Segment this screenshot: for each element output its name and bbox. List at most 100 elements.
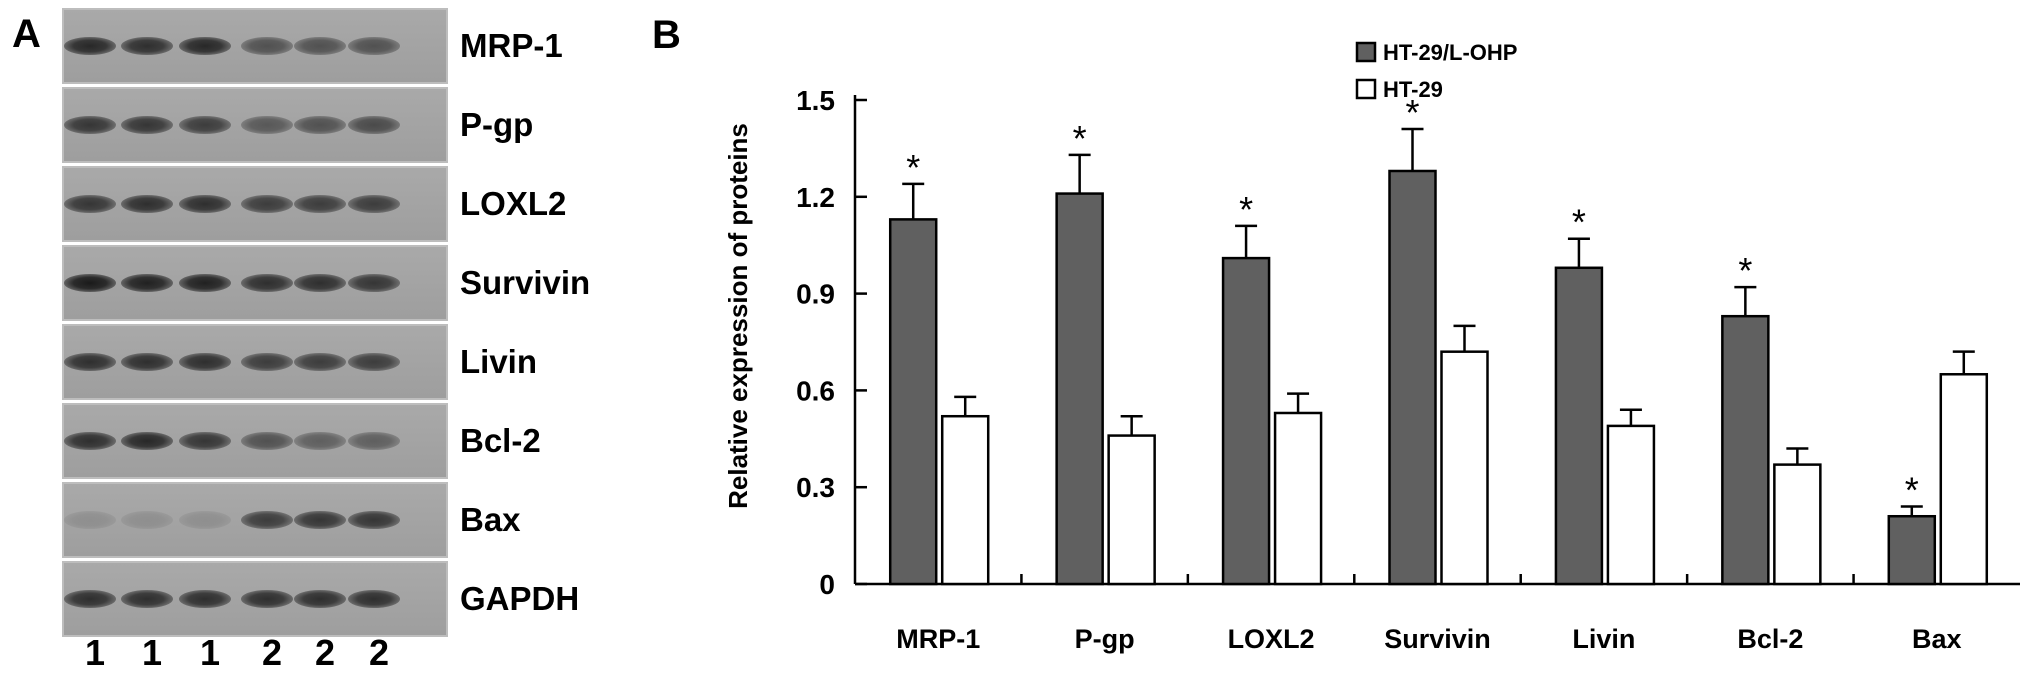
bar <box>1055 192 1104 586</box>
x-tick-label: Livin <box>1572 624 1635 654</box>
blot-band <box>121 274 173 292</box>
bar-chart: B Relative expression of proteins 0 0.3 0.… <box>652 13 2020 654</box>
blot-label: Livin <box>460 343 538 380</box>
x-tick-label: Bcl-2 <box>1737 624 1803 654</box>
blot-band <box>179 116 231 134</box>
blot-band <box>179 195 231 213</box>
bar <box>1939 373 1989 586</box>
lane-number: 1 <box>141 632 163 673</box>
blot-band <box>348 274 400 292</box>
x-tick-label: P-gp <box>1075 624 1135 654</box>
blot-strip <box>62 324 448 400</box>
blot-band <box>348 590 400 608</box>
significance-marker: * <box>1738 250 1752 291</box>
panel-b-letter: B <box>652 13 681 57</box>
blot-band <box>64 432 116 450</box>
legend-label: HT-29 <box>1383 77 1443 102</box>
blot-band <box>294 353 346 371</box>
blot-band <box>121 353 173 371</box>
blot-band <box>179 353 231 371</box>
bar <box>1440 350 1489 586</box>
blot-band <box>64 274 116 292</box>
y-axis-label: Relative expression of proteins <box>723 123 753 509</box>
bar <box>1221 256 1271 586</box>
y-tick-label: 1.5 <box>796 85 835 116</box>
blot-band <box>348 116 400 134</box>
bar <box>1721 314 1770 586</box>
bar <box>1107 434 1156 586</box>
significance-marker: * <box>1405 92 1419 133</box>
significance-marker: * <box>1905 470 1919 511</box>
blot-band <box>64 116 116 134</box>
blot-band <box>241 274 293 292</box>
blot-strip <box>62 87 448 163</box>
significance-marker: * <box>1572 202 1586 243</box>
blot-band <box>241 116 293 134</box>
blot-band <box>294 274 346 292</box>
blot-band <box>121 37 173 55</box>
legend-swatch <box>1355 41 1377 63</box>
blot-label: LOXL2 <box>460 185 567 222</box>
blot-band <box>348 195 400 213</box>
blot-band <box>179 37 231 55</box>
blot-strip <box>62 245 448 321</box>
western-blot-panel: MRP-1 P-gp LOXL2 Survivin Livin Bcl-2 Bax GAPDH… <box>0 0 640 686</box>
blot-band <box>179 511 231 529</box>
y-tick-label: 0.6 <box>796 375 835 406</box>
lane-number: 2 <box>314 632 336 673</box>
x-tick-label: LOXL2 <box>1228 624 1315 654</box>
panel-a-letter: A <box>12 12 41 56</box>
legend-swatch <box>1355 78 1377 100</box>
significance-marker: * <box>1073 118 1087 159</box>
blot-band <box>179 432 231 450</box>
blot-band <box>241 511 293 529</box>
blot-band <box>294 37 346 55</box>
bar <box>1606 424 1656 586</box>
y-tick-label: 0.3 <box>796 472 835 503</box>
x-tick-label: Survivin <box>1384 624 1491 654</box>
blot-band <box>294 590 346 608</box>
lane-number: 1 <box>199 632 221 673</box>
blot-band <box>64 511 116 529</box>
blot-band <box>348 511 400 529</box>
bar <box>1773 463 1822 586</box>
blot-label: Bcl-2 <box>460 422 541 459</box>
y-tick-label: 0.9 <box>796 279 835 310</box>
bar <box>940 414 990 586</box>
lane-number: 2 <box>261 632 283 673</box>
bar <box>888 218 938 586</box>
blot-band <box>241 195 293 213</box>
blot-band <box>121 590 173 608</box>
blot-strip <box>62 482 448 558</box>
blot-band <box>294 116 346 134</box>
blot-label: GAPDH <box>460 580 580 617</box>
blot-label: Bax <box>460 501 521 538</box>
y-tick-label: 1.2 <box>796 182 835 213</box>
significance-marker: * <box>906 147 920 188</box>
x-tick-label: Bax <box>1912 624 1962 654</box>
blot-strip <box>62 8 448 84</box>
blot-label: P-gp <box>460 106 534 143</box>
y-tick-label: 0 <box>819 569 835 600</box>
blot-band <box>241 590 293 608</box>
blot-band <box>179 590 231 608</box>
blot-band <box>241 432 293 450</box>
bar <box>1388 169 1437 586</box>
blot-band <box>179 274 231 292</box>
blot-band <box>64 590 116 608</box>
blot-label: Survivin <box>460 264 591 301</box>
blot-band <box>241 353 293 371</box>
lane-number: 2 <box>368 632 390 673</box>
blot-band <box>121 195 173 213</box>
x-tick-label: MRP-1 <box>896 624 980 654</box>
blot-band <box>294 511 346 529</box>
blot-strip <box>62 403 448 479</box>
blot-band <box>64 353 116 371</box>
blot-band <box>348 432 400 450</box>
blot-band <box>121 432 173 450</box>
blot-band <box>64 195 116 213</box>
significance-marker: * <box>1239 189 1253 230</box>
blot-band <box>348 37 400 55</box>
legend-label: HT-29/L-OHP <box>1383 40 1517 65</box>
blot-band <box>294 195 346 213</box>
